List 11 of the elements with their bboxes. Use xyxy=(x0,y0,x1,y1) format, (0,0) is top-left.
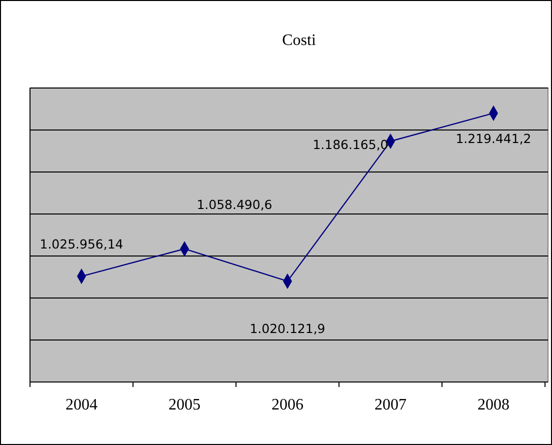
data-label: 1.186.165,0 xyxy=(312,137,388,152)
data-label: 1.020.121,9 xyxy=(250,321,326,336)
x-tick-label: 2004 xyxy=(66,396,98,414)
x-tick-label: 2006 xyxy=(272,396,304,414)
x-tick-label: 2005 xyxy=(168,396,200,414)
data-label: 1.058.490,6 xyxy=(196,196,272,212)
x-tick-label: 2008 xyxy=(478,396,510,414)
data-label: 1.219.441,2 xyxy=(456,131,532,146)
data-label: 1.025.956,14 xyxy=(40,236,124,252)
chart-title: Costi xyxy=(282,32,316,49)
x-tick-label: 2007 xyxy=(374,396,406,414)
